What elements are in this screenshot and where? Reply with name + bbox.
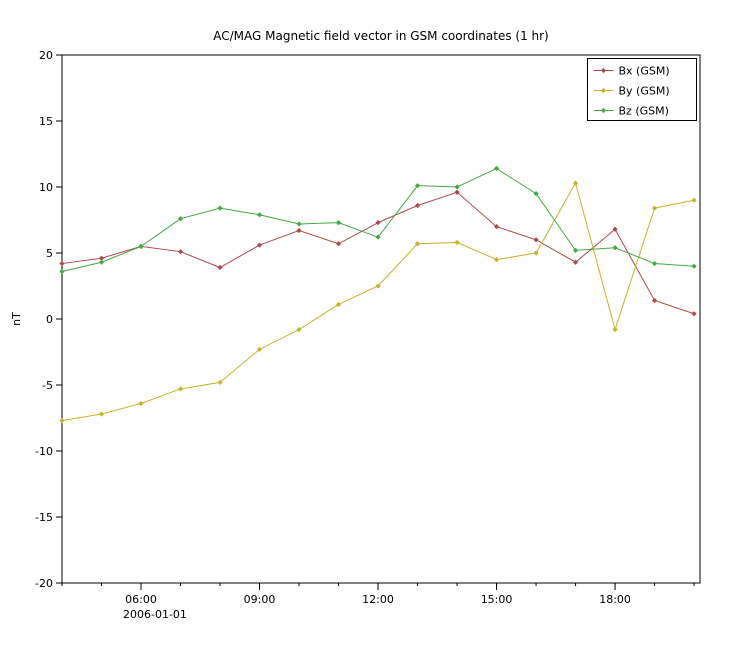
y-axis: -20 -15 -10 -5 0 5 10 15 20 nT xyxy=(10,49,62,590)
data-point-marker xyxy=(651,205,658,211)
data-point-marker xyxy=(375,283,381,289)
series-line xyxy=(61,181,695,422)
data-point-marker xyxy=(533,250,539,256)
data-point-marker xyxy=(138,243,144,249)
y-tick-label: -15 xyxy=(35,511,53,524)
plot-frame xyxy=(61,54,701,584)
data-point-marker xyxy=(572,259,579,265)
series-bz xyxy=(59,165,697,275)
legend: Bx (GSM) By (GSM) Bz (GSM) xyxy=(587,58,697,121)
y-tick-label: 10 xyxy=(39,181,53,194)
data-point-marker xyxy=(414,241,421,247)
legend-marker xyxy=(600,87,607,94)
data-point-marker xyxy=(612,326,618,333)
data-point-marker xyxy=(493,257,500,263)
y-tick-label: -5 xyxy=(42,379,53,392)
data-point-marker xyxy=(612,226,618,232)
data-point-marker xyxy=(612,245,618,251)
x-tick-label: 12:00 xyxy=(362,593,394,606)
data-point-marker xyxy=(217,379,223,385)
y-tick-label: 20 xyxy=(39,49,53,62)
data-point-marker xyxy=(691,197,697,203)
data-point-marker xyxy=(493,224,500,230)
data-point-marker xyxy=(651,297,658,304)
y-tick-label: 15 xyxy=(39,115,53,128)
data-point-marker xyxy=(59,260,65,267)
data-point-marker xyxy=(414,183,421,189)
data-point-marker xyxy=(533,237,539,243)
x-date-label: 2006-01-01 xyxy=(123,608,187,621)
legend-marker xyxy=(600,107,607,114)
data-point-marker xyxy=(414,202,421,209)
data-point-marker xyxy=(335,241,342,247)
data-point-marker xyxy=(98,255,105,261)
data-point-marker xyxy=(217,264,223,271)
data-point-marker xyxy=(375,220,381,226)
legend-label: Bz (GSM) xyxy=(619,105,669,118)
data-point-marker xyxy=(256,212,263,218)
data-point-marker xyxy=(98,411,105,417)
y-tick-label: 0 xyxy=(46,313,53,326)
data-point-marker xyxy=(256,346,263,352)
data-point-marker xyxy=(138,400,144,407)
x-tick-label: 18:00 xyxy=(599,593,631,606)
legend-label: By (GSM) xyxy=(619,85,670,98)
data-point-marker xyxy=(454,189,460,195)
legend-label: Bx (GSM) xyxy=(619,65,670,78)
data-point-marker xyxy=(691,311,697,317)
data-point-marker xyxy=(691,263,697,269)
x-tick-label: 09:00 xyxy=(244,593,276,606)
y-tick-label: -20 xyxy=(35,577,53,590)
series-line xyxy=(61,167,695,272)
data-point-marker xyxy=(98,259,105,265)
data-point-marker xyxy=(177,216,184,222)
data-point-marker xyxy=(572,180,579,186)
data-point-marker xyxy=(296,221,302,227)
series-line xyxy=(61,191,695,315)
series-by xyxy=(59,180,697,424)
series-bx xyxy=(59,189,697,317)
data-point-marker xyxy=(375,234,381,240)
data-point-marker xyxy=(177,386,184,392)
data-point-marker xyxy=(493,165,500,172)
x-tick-label: 06:00 xyxy=(125,593,157,606)
data-point-marker xyxy=(217,205,223,211)
data-point-marker xyxy=(59,418,65,424)
legend-marker xyxy=(600,67,607,74)
data-point-marker xyxy=(651,260,658,267)
x-axis: 06:00 09:00 12:00 15:00 18:00 2006-01-01 xyxy=(61,583,695,621)
data-point-marker xyxy=(572,247,579,253)
chart-title: AC/MAG Magnetic field vector in GSM coor… xyxy=(213,29,549,43)
y-tick-label: -10 xyxy=(35,445,53,458)
data-point-marker xyxy=(296,227,302,234)
data-point-marker xyxy=(296,326,302,333)
data-point-marker xyxy=(335,301,342,308)
data-point-marker xyxy=(454,239,460,246)
x-tick-label: 15:00 xyxy=(481,593,513,606)
data-point-marker xyxy=(533,191,539,197)
data-point-marker xyxy=(59,268,65,275)
data-point-marker xyxy=(256,242,263,248)
data-point-marker xyxy=(177,249,184,255)
y-tick-label: 5 xyxy=(46,247,53,260)
data-point-marker xyxy=(335,220,342,226)
data-point-marker xyxy=(454,184,460,190)
y-axis-label: nT xyxy=(10,312,23,326)
